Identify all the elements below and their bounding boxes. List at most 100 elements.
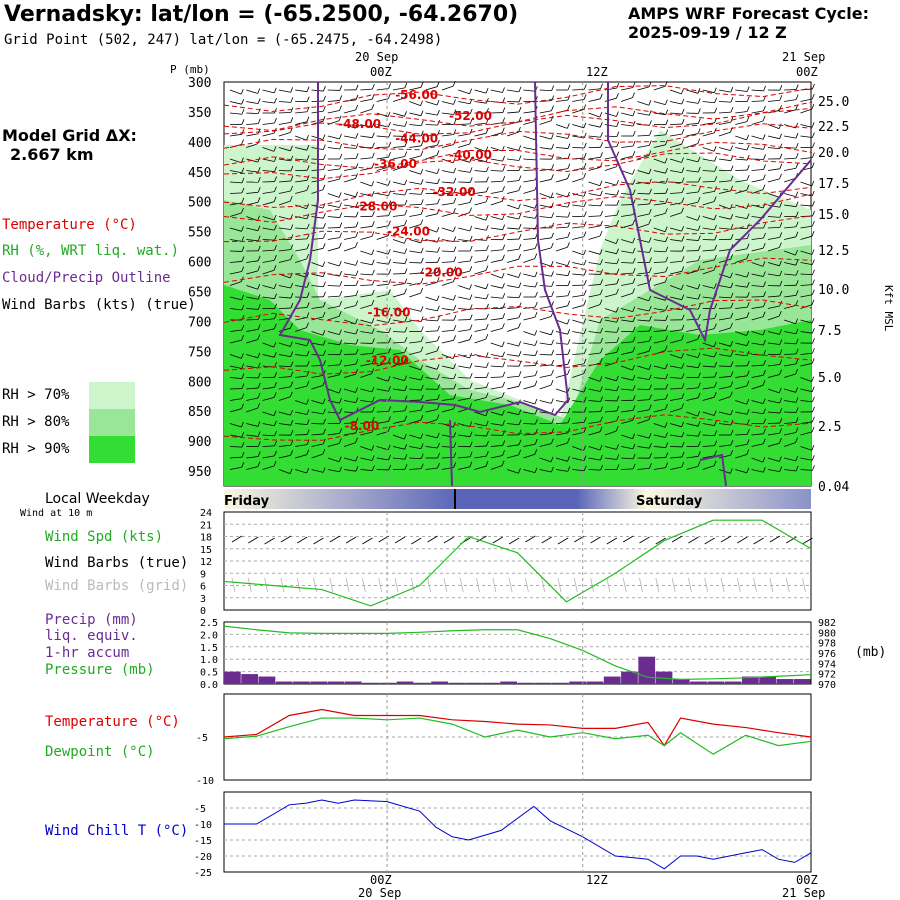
precip-pressure-panel: 0.00.51.01.52.02.5 970972974976978980982… xyxy=(200,618,886,691)
wind-barb-1402 xyxy=(507,307,520,309)
wind-barb-1918 xyxy=(604,388,617,392)
wind-barb-642 xyxy=(767,178,780,183)
wind-barb-2133 xyxy=(600,416,603,422)
bottom-date-left: 20 Sep xyxy=(358,886,401,900)
wind-barb-792 xyxy=(229,212,242,217)
wind-barb-2379 xyxy=(257,461,261,467)
wind-barb-1420 xyxy=(653,308,666,311)
wind-barb-380 xyxy=(392,146,405,148)
wind-barb-2382 xyxy=(278,469,291,474)
wind-barb-372 xyxy=(327,147,340,150)
wind-barb-1526 xyxy=(344,331,356,335)
surface-barb-grid-22 xyxy=(590,577,595,593)
wind-barb-2216 xyxy=(686,434,699,437)
wind-barb-962 xyxy=(441,239,454,242)
wind-barb-664 xyxy=(360,193,373,197)
wind-barb-600 xyxy=(425,181,438,185)
wind-barb-2344 xyxy=(555,457,568,462)
wind-barb-2153 xyxy=(763,418,766,424)
pressure-tick-978: 978 xyxy=(818,639,836,650)
wind-barb-1885 xyxy=(338,387,342,394)
wind-barb-2362 xyxy=(702,455,715,459)
wind-barb-1178 xyxy=(441,271,454,275)
wind-barb-1778 xyxy=(637,365,650,370)
wind-barb-1188 xyxy=(523,273,536,278)
wind-barb-2202 xyxy=(572,431,585,436)
wind-barb-2432 xyxy=(686,466,699,470)
pressure-tick-982: 982 xyxy=(818,618,836,629)
wind-barb-1965 xyxy=(404,395,408,401)
wind-barb-2105 xyxy=(371,416,375,423)
wind-barb-1993 xyxy=(632,395,636,401)
wind-tick-3: 3 xyxy=(200,594,206,605)
wind-barb-2410 xyxy=(506,469,519,474)
wind-barb-2148 xyxy=(718,423,731,426)
wind-barb-647 xyxy=(811,180,815,187)
windchill-line xyxy=(224,799,812,870)
wind-barb-2042 xyxy=(441,408,454,413)
wind-barb-2244 xyxy=(327,443,340,447)
wind-barb-2381 xyxy=(273,460,277,467)
surface-barb-true-12 xyxy=(427,535,438,543)
wind-barb-731 xyxy=(322,202,326,209)
wind-barb-1619 xyxy=(518,340,522,347)
wind-barb-1952 xyxy=(295,400,307,405)
wind-barb-811 xyxy=(388,210,392,216)
wind-barb-2162 xyxy=(246,434,259,437)
wind-tick-15: 15 xyxy=(200,545,212,556)
wind-barb-236 xyxy=(392,124,405,127)
wind-barb-2248 xyxy=(360,446,372,451)
wind-barb-2372 xyxy=(784,457,796,462)
wind-barb-773 xyxy=(665,198,669,204)
wind-barb-35 xyxy=(518,86,522,93)
wind-barb-1673 xyxy=(371,348,375,354)
wind-barb-56 xyxy=(686,89,699,94)
wind-barb-368 xyxy=(295,147,307,151)
wind-barb-1126 xyxy=(604,262,617,265)
wind-barb-477 xyxy=(600,152,603,158)
wind-barb-1473 xyxy=(502,313,506,319)
wind-barb-933 xyxy=(795,221,799,227)
wind-barb-1058 xyxy=(637,250,650,253)
weekday-friday: Friday xyxy=(224,494,270,509)
wind-barb-2384 xyxy=(295,469,307,474)
wind-barb-2444 xyxy=(784,469,797,472)
wind-barb-2298 xyxy=(767,442,780,447)
wind-barb-881 xyxy=(371,221,375,227)
precip-accum-label: 1-hr accum xyxy=(45,645,130,661)
wind-barb-614 xyxy=(539,178,552,183)
wind-barb-2424 xyxy=(621,468,634,470)
wind-barb-454 xyxy=(409,155,421,160)
wind-barb-1452 xyxy=(327,315,340,321)
wind-barb-1627 xyxy=(583,338,587,344)
wind-barb-283 xyxy=(778,123,782,129)
wind-barb-401 xyxy=(567,143,571,149)
wind-barb-2 xyxy=(246,89,258,94)
wind-barb-2016 xyxy=(229,408,242,413)
wind-barb-1435 xyxy=(779,300,783,307)
wind-barb-979 xyxy=(583,231,587,237)
wind-barb-381 xyxy=(404,141,408,147)
wind-barb-2050 xyxy=(507,411,519,416)
wind-barb-1233 xyxy=(306,282,310,288)
wind-barb-2296 xyxy=(751,443,764,447)
wind-barb-2040 xyxy=(425,409,438,413)
wind-barb-451 xyxy=(388,151,391,158)
model-grid-info: Model Grid ΔX: 2.667 km xyxy=(2,126,137,164)
wind-barb-1322 xyxy=(441,296,454,301)
wind-barb-1394 xyxy=(441,308,454,311)
wind-barb-821 xyxy=(469,207,472,213)
wind-barb-58 xyxy=(702,89,715,94)
wind-barb-465 xyxy=(502,155,505,162)
wind-barb-1186 xyxy=(506,273,519,278)
wind-barb-2335 xyxy=(485,450,489,457)
wind-barb-1455 xyxy=(355,318,358,325)
wind-barb-883 xyxy=(388,220,391,226)
wind-barb-539 xyxy=(518,165,522,171)
wind-barb-1091 xyxy=(322,261,326,267)
wind-barb-273 xyxy=(697,118,701,124)
wind-barb-183 xyxy=(551,105,554,111)
wind-barb-1646 xyxy=(735,342,748,347)
wind-barb-1897 xyxy=(437,384,440,390)
surface-barb-true-24 xyxy=(622,535,634,543)
